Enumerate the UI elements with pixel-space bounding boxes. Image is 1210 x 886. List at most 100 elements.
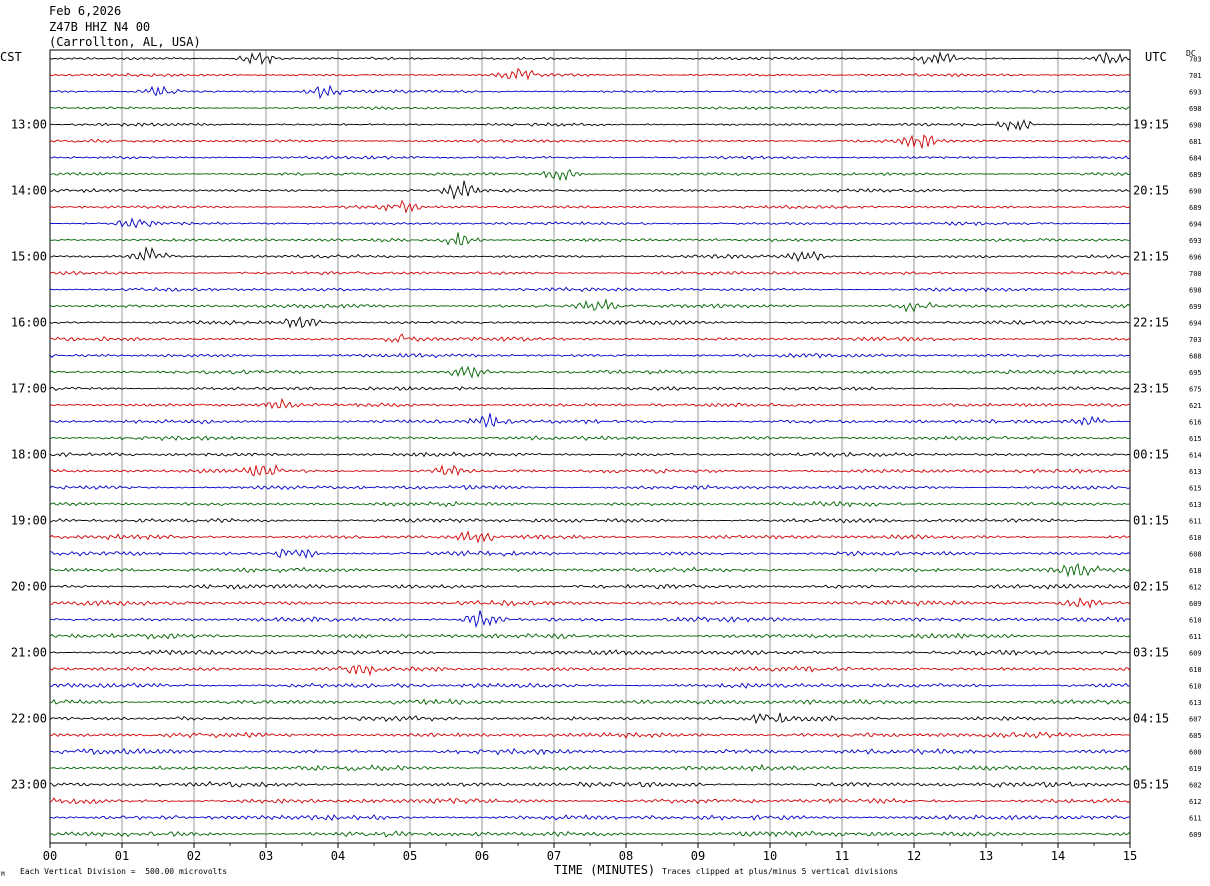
seismic-trace <box>49 596 1131 610</box>
right-axis-title: UTC <box>1145 50 1167 64</box>
dc-offset-label: 609 <box>1189 831 1202 839</box>
dc-offset-label: 613 <box>1189 501 1202 509</box>
seismic-trace <box>49 155 1131 160</box>
cst-hour-label: 13:00 <box>11 118 47 132</box>
seismic-trace <box>49 298 1131 313</box>
dc-offset-label: 700 <box>1189 270 1202 278</box>
dc-offset-label: 615 <box>1189 485 1202 493</box>
dc-offset-label: 610 <box>1189 534 1202 542</box>
dc-offset-label: 698 <box>1189 105 1202 113</box>
seismic-trace <box>49 747 1131 756</box>
utc-hour-label: 01:15 <box>1133 514 1169 528</box>
utc-hour-label: 00:15 <box>1133 448 1169 462</box>
seismic-trace <box>49 118 1131 132</box>
seismic-trace <box>49 333 1131 344</box>
seismic-trace <box>49 199 1131 214</box>
seismic-trace <box>49 464 1131 477</box>
station-code: Z47B HHZ N4 00 <box>49 20 151 34</box>
dc-offset-label: 689 <box>1189 204 1202 212</box>
dc-offset-label: 615 <box>1189 435 1202 443</box>
dc-offset-label: 693 <box>1189 237 1202 245</box>
seismic-trace <box>49 435 1131 442</box>
utc-hour-label: 21:15 <box>1133 250 1169 264</box>
utc-hour-label: 22:15 <box>1133 316 1169 330</box>
cst-hour-label: 18:00 <box>11 448 47 462</box>
x-tick-label: 10 <box>763 849 777 863</box>
seismic-trace <box>49 286 1131 293</box>
cst-hour-label: 17:00 <box>11 382 47 396</box>
seismic-trace <box>49 698 1131 706</box>
x-tick-label: 06 <box>475 849 489 863</box>
dc-offset-label: 610 <box>1189 617 1202 625</box>
dc-offset-label: 610 <box>1189 683 1202 691</box>
utc-hour-label: 02:15 <box>1133 580 1169 594</box>
dc-offset-label: 612 <box>1189 584 1202 592</box>
dc-offset-label: 695 <box>1189 369 1202 377</box>
seismic-trace <box>49 780 1131 788</box>
seismic-trace <box>49 365 1131 379</box>
seismic-trace <box>49 352 1131 359</box>
dc-offset-label: 619 <box>1189 765 1202 773</box>
dc-offset-label: 616 <box>1189 419 1202 427</box>
seismic-trace <box>49 632 1131 640</box>
seismic-trace <box>49 217 1130 229</box>
dc-offset-label: 696 <box>1189 254 1202 262</box>
seismic-trace <box>49 712 1131 725</box>
dc-offset-label: 684 <box>1189 155 1202 163</box>
clip-note: Traces clipped at plus/minus 5 vertical … <box>662 867 899 876</box>
utc-hour-label: 05:15 <box>1133 778 1169 792</box>
dc-offset-label: 612 <box>1189 798 1202 806</box>
seismic-trace <box>49 530 1131 544</box>
seismic-trace <box>49 583 1131 590</box>
cst-hour-label: 21:00 <box>11 646 47 660</box>
seismic-trace <box>49 180 1131 201</box>
dc-offset-label: 675 <box>1189 386 1202 394</box>
x-axis-title: TIME (MINUTES) <box>554 863 656 877</box>
dc-offset-label: 694 <box>1189 221 1202 229</box>
seismic-trace <box>50 397 1131 410</box>
dc-offset-label: 609 <box>1189 600 1202 608</box>
dc-offset-label: 694 <box>1189 320 1202 328</box>
seismic-trace <box>49 649 1131 657</box>
seismic-trace <box>49 548 1131 560</box>
seismic-trace <box>49 830 1131 838</box>
seismic-trace <box>49 665 1131 677</box>
dc-offset-label: 693 <box>1189 89 1202 97</box>
x-tick-label: 14 <box>1051 849 1065 863</box>
dc-offset-label: 621 <box>1189 402 1202 410</box>
seismic-trace <box>49 763 1131 773</box>
dc-offset-label: 688 <box>1189 353 1202 361</box>
seismic-trace <box>49 484 1131 491</box>
dc-offset-label: 608 <box>1189 551 1202 559</box>
x-tick-label: 11 <box>835 849 849 863</box>
dc-offset-label: 602 <box>1189 782 1202 790</box>
cst-hour-label: 20:00 <box>11 580 47 594</box>
dc-offset-label: 703 <box>1189 336 1202 344</box>
seismic-trace <box>49 451 1131 458</box>
dc-offset-label: 609 <box>1189 650 1202 658</box>
x-tick-label: 15 <box>1123 849 1137 863</box>
seismic-trace <box>49 105 1131 111</box>
seismic-trace <box>49 134 1131 149</box>
x-tick-label: 07 <box>547 849 561 863</box>
seismic-trace <box>49 500 1131 508</box>
seismic-trace <box>49 610 1131 629</box>
dc-offset-label: 681 <box>1189 138 1202 146</box>
x-tick-label: 02 <box>187 849 201 863</box>
utc-hour-label: 04:15 <box>1133 712 1169 726</box>
utc-hour-label: 19:15 <box>1133 118 1169 132</box>
seismic-trace <box>49 814 1131 822</box>
dc-offset-label: 613 <box>1189 468 1202 476</box>
seismic-trace <box>49 731 1131 740</box>
dc-offset-label: 618 <box>1189 666 1202 674</box>
seismic-trace <box>49 517 1131 524</box>
seismic-trace <box>49 797 1131 805</box>
utc-hour-label: 03:15 <box>1133 646 1169 660</box>
dc-axis-title: DC <box>1186 49 1196 58</box>
cst-hour-label: 16:00 <box>11 316 47 330</box>
dc-offset-label: 614 <box>1189 452 1202 460</box>
cst-hour-label: 22:00 <box>11 712 47 726</box>
seismic-trace <box>49 562 1131 578</box>
x-tick-label: 04 <box>331 849 345 863</box>
